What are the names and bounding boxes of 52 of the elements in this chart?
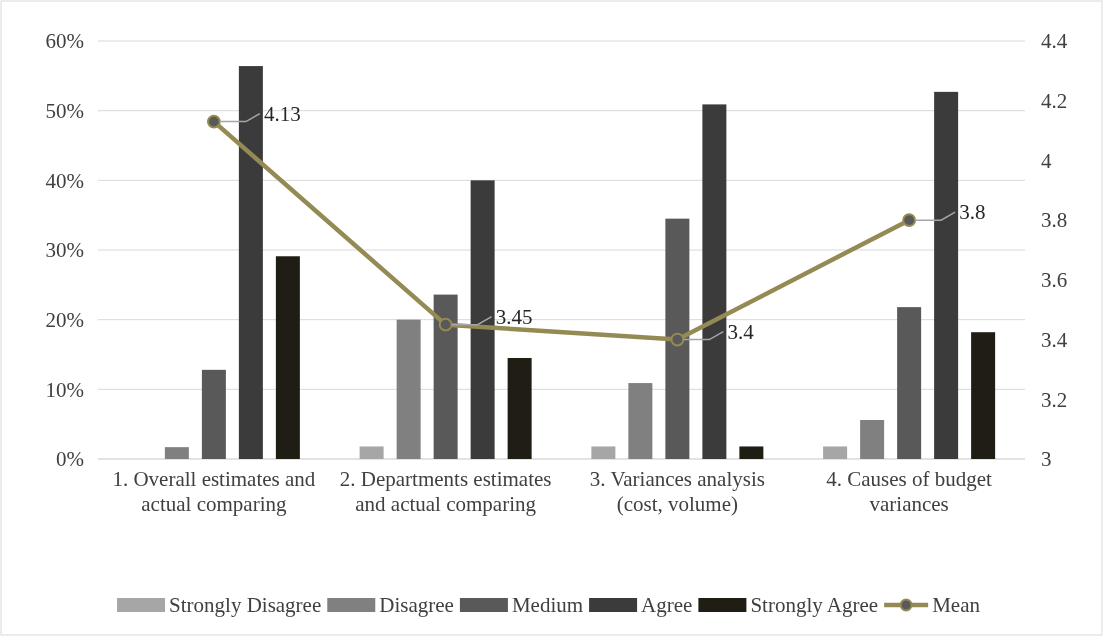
bar bbox=[238, 66, 263, 459]
y-tick-label: 0% bbox=[56, 447, 84, 472]
bar bbox=[971, 332, 996, 459]
y-tick-label: 40% bbox=[45, 168, 84, 193]
bar bbox=[628, 383, 653, 459]
bar bbox=[164, 447, 189, 459]
bar bbox=[396, 319, 421, 459]
y2-tick-label: 4.2 bbox=[1041, 88, 1068, 113]
point bbox=[670, 332, 685, 347]
legend-label: Strongly Agree bbox=[750, 593, 879, 618]
point bbox=[206, 114, 221, 129]
y2-tick-label: 3.2 bbox=[1041, 387, 1068, 412]
bar bbox=[275, 256, 300, 459]
bar bbox=[702, 104, 727, 459]
data-label: 3.4 bbox=[727, 319, 755, 344]
x-tick-label: 4. Causes of budget variances bbox=[826, 466, 993, 517]
bar bbox=[739, 446, 764, 459]
y-tick-label: 50% bbox=[45, 98, 84, 123]
point bbox=[438, 317, 453, 332]
y2-tick-label: 3.8 bbox=[1041, 208, 1068, 233]
y2-tick-label: 3 bbox=[1041, 447, 1052, 472]
y-tick-label: 10% bbox=[45, 377, 84, 402]
x-tick-label: 3. Variances analysis (cost, volume) bbox=[589, 466, 765, 517]
bar bbox=[591, 446, 616, 459]
y2-tick-label: 4 bbox=[1041, 148, 1052, 173]
y-tick-label: 60% bbox=[45, 29, 84, 54]
legend-label: Agree bbox=[641, 593, 693, 618]
bar bbox=[860, 419, 885, 459]
data-label: 4.13 bbox=[263, 101, 301, 126]
bar bbox=[897, 307, 922, 459]
data-label: 3.45 bbox=[495, 304, 533, 329]
y-tick-label: 30% bbox=[45, 238, 84, 263]
bar bbox=[201, 369, 226, 459]
bar bbox=[359, 446, 384, 459]
y2-tick-label: 3.6 bbox=[1041, 268, 1068, 293]
bar bbox=[665, 218, 690, 459]
y2-tick-label: 4.4 bbox=[1041, 29, 1068, 54]
bar bbox=[507, 357, 532, 459]
bar bbox=[934, 91, 959, 459]
bar bbox=[823, 446, 848, 459]
legend-label: Disagree bbox=[379, 593, 454, 618]
x-tick-label: 2. Departments estimates and actual comparing bbox=[339, 466, 552, 517]
x-tick-label: 1. Overall estimates and actual comparing bbox=[112, 466, 316, 517]
point bbox=[902, 213, 917, 228]
y2-tick-label: 3.4 bbox=[1041, 327, 1068, 352]
bar bbox=[433, 294, 458, 459]
legend-label: Medium bbox=[511, 593, 584, 618]
bar bbox=[470, 180, 495, 459]
data-label: 3.8 bbox=[959, 200, 986, 225]
legend-label: Strongly Disagree bbox=[169, 593, 322, 618]
y-tick-label: 20% bbox=[45, 307, 84, 332]
legend-label: Mean bbox=[932, 593, 981, 618]
